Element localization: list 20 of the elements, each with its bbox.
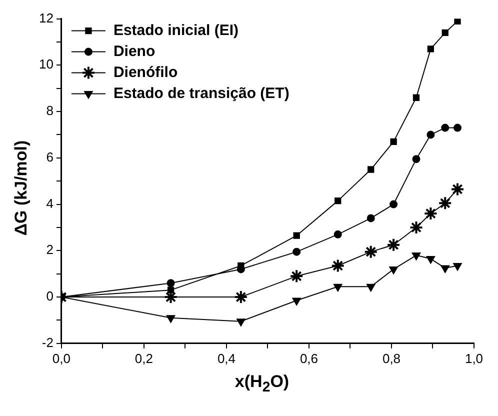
x-tick-label: 0,0 [52,350,70,366]
legend-label: Dieno [113,42,156,60]
x-tick-label: 0,4 [217,350,236,366]
legend-label: Dienófilo [113,64,178,81]
y-tick-label: 0 [46,288,54,304]
x-tick-label: 1,0 [464,350,484,366]
y-tick-label: -2 [42,334,54,350]
y-axis-title: ΔG (kJ/mol) [12,140,32,236]
x-tick-label: 0,6 [300,350,318,366]
y-tick-label: 4 [46,196,54,211]
y-tick-label: 2 [46,242,54,258]
legend-label: Estado inicial (EI) [113,22,238,39]
y-tick-label: 8 [46,103,54,118]
y-tick-label: 12 [38,10,54,26]
x-tick-label: 0,2 [134,350,154,366]
x-axis-title: x(H$_{2}$O) [234,372,290,396]
legend-label: Estado de transição (ET) [113,84,290,102]
y-tick-label: 10 [38,56,54,72]
x-tick-label: 0,8 [382,350,401,366]
y-tick-label: 6 [46,149,54,164]
